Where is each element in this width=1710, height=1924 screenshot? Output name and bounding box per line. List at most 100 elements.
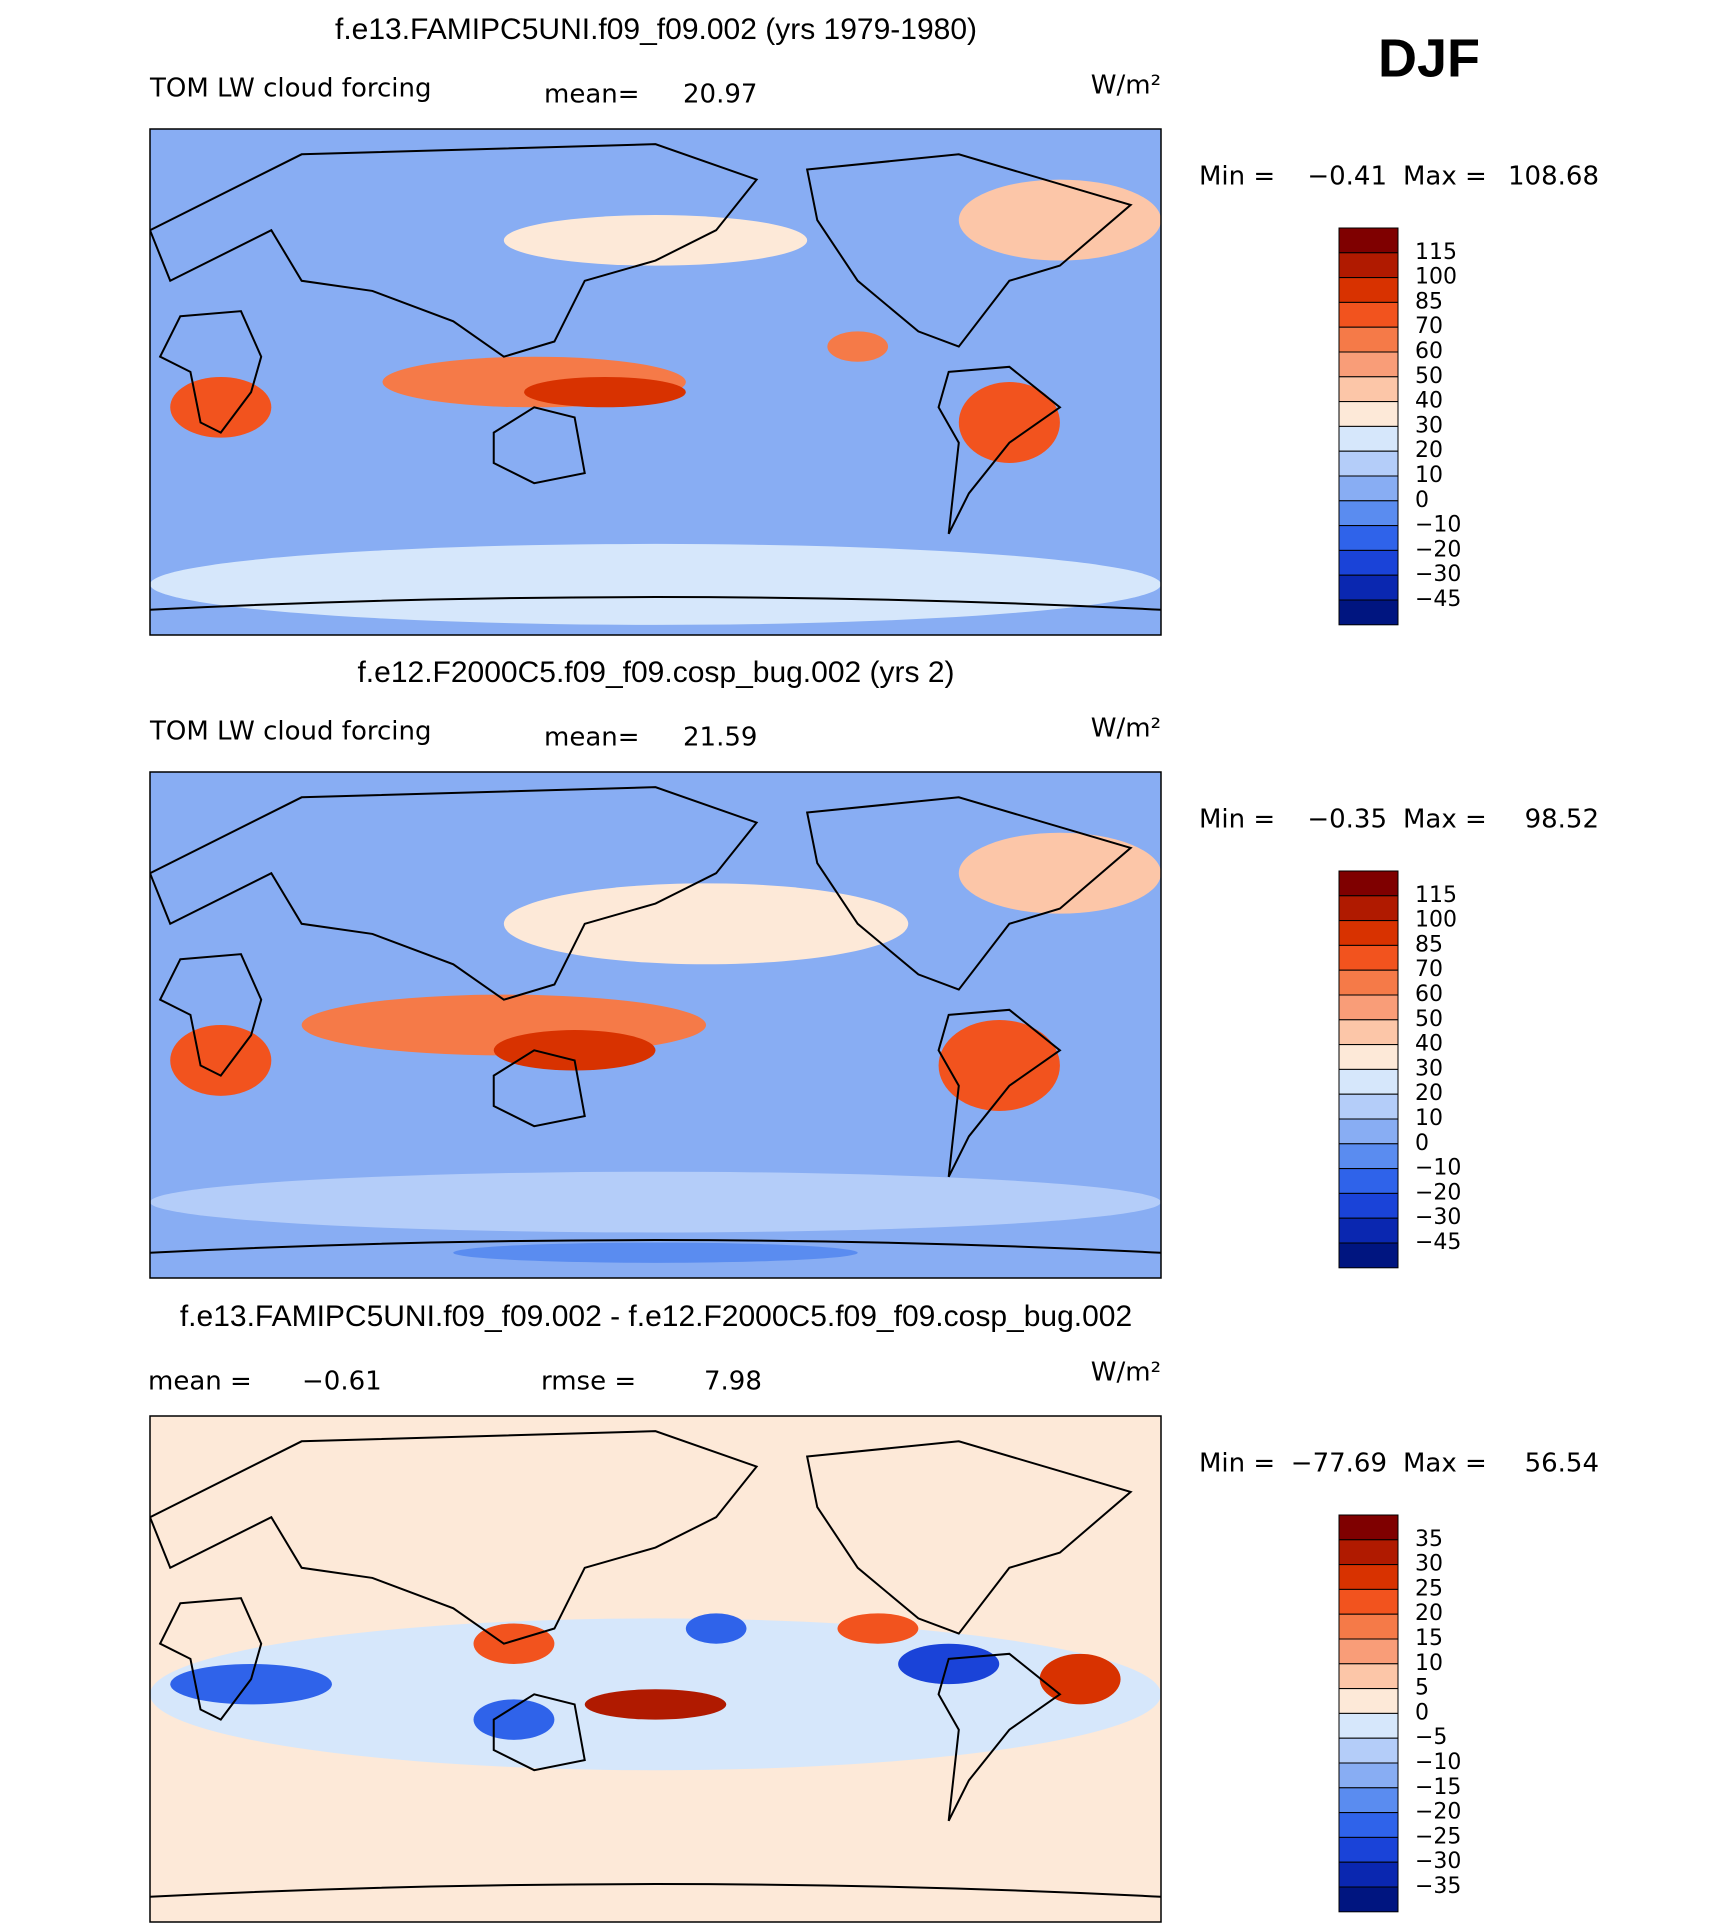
colorbar-box (1338, 1044, 1399, 1070)
season-label: DJF (1378, 28, 1480, 88)
colorbar-label: 50 (1415, 1007, 1443, 1032)
colorbar-label: −10 (1415, 513, 1461, 538)
map-field (150, 129, 1161, 635)
colorbar-label: 30 (1415, 1056, 1443, 1081)
min-value: −77.69 (1291, 1449, 1387, 1479)
coastline (158, 953, 263, 1077)
colorbar-box (1338, 1118, 1399, 1145)
field-blob (1039, 1653, 1121, 1705)
panel-title: f.e12.F2000C5.f09_f09.cosp_bug.002 (yrs … (357, 656, 954, 689)
colorbar-label: 85 (1415, 932, 1443, 957)
coastline (805, 153, 1133, 348)
max-label: Max = (1403, 162, 1487, 192)
colorbar-box (1338, 1613, 1399, 1640)
colorbar-box (1338, 525, 1399, 551)
coastline (150, 1239, 1161, 1254)
colorbar-box (1338, 1539, 1399, 1566)
colorbar-label: 100 (1415, 265, 1457, 290)
colorbar-label: 0 (1415, 1131, 1429, 1156)
colorbar-label: 40 (1415, 389, 1443, 414)
colorbar-box (1338, 301, 1399, 328)
max-value: 56.54 (1525, 1449, 1599, 1479)
colorbar-label: −20 (1415, 1800, 1461, 1825)
colorbar-box (1338, 944, 1399, 971)
coastline (150, 143, 759, 358)
colorbar-box (1338, 870, 1399, 897)
colorbar-box (1338, 376, 1399, 403)
colorbar-label: 15 (1415, 1626, 1443, 1651)
stat-value: 7.98 (704, 1367, 762, 1397)
colorbar-label: −5 (1415, 1725, 1447, 1750)
field-blob (503, 883, 909, 965)
field-blob (685, 1613, 747, 1644)
field-blob (898, 1643, 1000, 1685)
colorbar-label: −15 (1415, 1775, 1461, 1800)
colorbar-box (1338, 1787, 1399, 1814)
colorbar-box (1338, 1588, 1399, 1615)
coastline (805, 1440, 1133, 1635)
min-label: Min = (1199, 1449, 1275, 1479)
stat-label: mean= (544, 723, 640, 753)
field-label: TOM LW cloud forcing (149, 717, 431, 747)
colorbar-label: 85 (1415, 289, 1443, 314)
field-blob (958, 382, 1060, 463)
colorbar-box (1338, 1242, 1399, 1269)
colorbar-box (1338, 1564, 1399, 1590)
map-frame (149, 771, 1162, 1279)
coastline (150, 1883, 1161, 1898)
colorbar-box (1338, 1514, 1399, 1541)
units: W/m² (1091, 1358, 1161, 1388)
colorbar-box (1338, 475, 1399, 502)
colorbar-label: −30 (1415, 562, 1461, 587)
field-blob (938, 1019, 1060, 1112)
colorbar-label: 10 (1415, 463, 1443, 488)
colorbar-label: 70 (1415, 314, 1443, 339)
min-label: Min = (1199, 805, 1275, 835)
field-blob (503, 215, 808, 266)
field-blob (958, 832, 1161, 914)
colorbar-label: 20 (1415, 1601, 1443, 1626)
stat-label: mean= (544, 80, 640, 110)
colorbar-box (1338, 549, 1399, 576)
colorbar-box (1338, 1712, 1399, 1739)
colorbar-box (1338, 599, 1399, 626)
coastline (158, 310, 263, 434)
colorbar-label: 30 (1415, 413, 1443, 438)
field-blob (473, 1699, 555, 1740)
colorbar-label: 115 (1415, 883, 1457, 908)
colorbar-box (1338, 1688, 1399, 1714)
colorbar-label: 20 (1415, 438, 1443, 463)
colorbar-label: −10 (1415, 1750, 1461, 1775)
colorbar-box (1338, 425, 1399, 452)
field-blob (170, 1025, 272, 1096)
field-blob (473, 1623, 555, 1664)
colorbar-label: −20 (1415, 537, 1461, 562)
colorbar-box (1338, 1168, 1399, 1194)
colorbar-box (1338, 994, 1399, 1021)
colorbar-box (1338, 326, 1399, 353)
panel-title: f.e13.FAMIPC5UNI.f09_f09.002 - f.e12.F20… (180, 1300, 1132, 1333)
stat-label: rmse = (541, 1367, 636, 1397)
stat-label: mean = (148, 1367, 252, 1397)
map-field (150, 1416, 1161, 1922)
colorbar-box (1338, 401, 1399, 427)
coastline (492, 406, 586, 485)
colorbar-label: 0 (1415, 488, 1429, 513)
coastline (150, 786, 759, 1001)
field-blob (150, 1171, 1161, 1233)
colorbar-box (1338, 252, 1399, 279)
coastline (150, 1430, 759, 1645)
map-frame (149, 1415, 1162, 1923)
map (149, 771, 1162, 1279)
field-blob (958, 179, 1161, 261)
colorbar-label: 100 (1415, 908, 1457, 933)
stat-value: −0.61 (302, 1367, 382, 1397)
colorbar-label: 50 (1415, 364, 1443, 389)
colorbar-label: 115 (1415, 240, 1457, 265)
colorbar-label: 10 (1415, 1106, 1443, 1131)
coastline (805, 796, 1133, 991)
colorbar-box (1338, 277, 1399, 303)
coastline (937, 1652, 1062, 1822)
colorbar-label: −20 (1415, 1180, 1461, 1205)
colorbar-label: −45 (1415, 587, 1461, 612)
